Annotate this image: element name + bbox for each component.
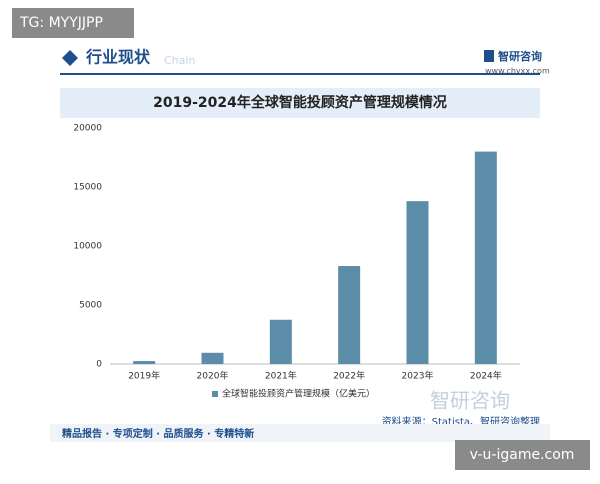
bar (201, 352, 224, 364)
y-tick-label: 15000 (73, 183, 102, 193)
bar (406, 201, 429, 364)
brand: 智研咨询 (498, 49, 542, 63)
footer-band (50, 424, 550, 442)
legend-label: 全球智能投顾资产管理规模（亿美元） (222, 388, 375, 400)
footer: 精品报告 · 专项定制 · 品质服务 · 专精特新 (62, 427, 254, 440)
brand-logo (484, 50, 494, 62)
site-badge: v-u-igame.com (470, 447, 575, 463)
bar (269, 319, 292, 364)
x-tick-label: 2023年 (402, 370, 434, 382)
y-tick-label: 0 (96, 360, 102, 370)
header-icon (62, 50, 78, 66)
x-tick-label: 2020年 (197, 370, 229, 382)
bar (338, 266, 361, 364)
badge: TG: MYYJJPP (19, 15, 103, 31)
chart-title: 2019-2024年全球智能投顾资产管理规模情况 (153, 94, 447, 111)
site-badge-bg (455, 440, 590, 470)
y-tick-label: 5000 (79, 301, 102, 311)
legend-swatch (212, 391, 218, 397)
header-subtitle: Chain (164, 54, 195, 67)
x-tick-label: 2024年 (470, 370, 502, 382)
watermark: 智研咨询 (430, 389, 510, 413)
y-tick-label: 10000 (73, 242, 102, 252)
header-title: 行业现状 (85, 48, 151, 67)
badge-bg (12, 8, 134, 38)
bar (474, 151, 497, 364)
title-band (60, 88, 540, 118)
bar (133, 361, 156, 364)
plot: 0 5000 10000 15000 20000 2019年 2020年 2021年 2022年… (73, 124, 520, 400)
x-tick-label: 2019年 (128, 370, 160, 382)
x-tick-label: 2021年 (265, 370, 297, 382)
y-tick-label: 20000 (73, 124, 102, 134)
url: www.chyxx.com (485, 67, 550, 76)
x-tick-label: 2022年 (333, 370, 365, 382)
